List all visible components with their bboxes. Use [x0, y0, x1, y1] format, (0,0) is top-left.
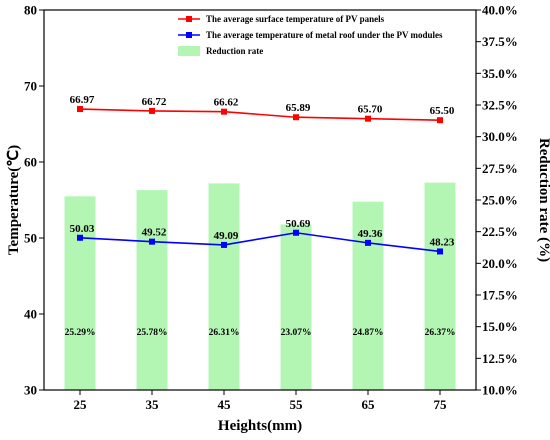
- bar: [352, 201, 384, 390]
- left-tick-label: 30: [24, 383, 37, 398]
- bar-data-label: 26.31%: [209, 328, 240, 338]
- point-data-label: 65.89: [286, 102, 311, 114]
- left-tick-label: 40: [24, 307, 37, 322]
- data-point: [437, 248, 443, 255]
- right-tick-label: 20.0%: [482, 256, 518, 271]
- data-point: [365, 239, 371, 246]
- x-tick-label: 35: [146, 397, 160, 412]
- data-point: [221, 108, 227, 115]
- point-data-label: 66.97: [70, 94, 95, 106]
- data-point: [77, 106, 83, 113]
- left-tick-label: 60: [24, 155, 37, 170]
- right-tick-label: 35.0%: [482, 66, 518, 81]
- ticks: 25 35 45 55 65 75 30 40 50 60 70 80 10.0% 12.5% 15.0% 1…: [24, 3, 518, 413]
- x-axis-title: Heights(mm): [218, 418, 302, 434]
- legend: The average surface temperature of PV pa…: [178, 14, 443, 56]
- point-data-label: 65.50: [430, 105, 455, 117]
- data-point: [293, 114, 299, 121]
- left-axis-title: Temperature(℃): [6, 145, 22, 255]
- point-data-label: 66.62: [214, 97, 239, 109]
- point-data-label: 49.36: [358, 228, 383, 240]
- axes: [43, 9, 477, 391]
- right-tick-label: 10.0%: [482, 383, 518, 398]
- legend-marker: [186, 16, 192, 22]
- bar-data-label: 24.87%: [353, 328, 384, 338]
- x-tick-label: 25: [74, 397, 88, 412]
- point-data-label: 50.03: [70, 223, 95, 235]
- series-line: [79, 108, 441, 121]
- left-tick-label: 70: [24, 79, 37, 94]
- line-series: 66.97 66.72 66.62 65.89 65.70 65.50 50.03 49.52…: [70, 94, 455, 255]
- right-tick-label: 25.0%: [482, 193, 518, 208]
- data-point: [221, 241, 227, 248]
- x-tick-label: 45: [218, 397, 232, 412]
- point-data-label: 66.72: [142, 96, 167, 108]
- right-tick-label: 22.5%: [482, 224, 518, 239]
- right-tick-label: 40.0%: [482, 3, 518, 18]
- right-tick-label: 37.5%: [482, 34, 518, 49]
- x-tick-label: 65: [362, 397, 376, 412]
- data-point: [77, 234, 83, 241]
- x-tick-label: 75: [434, 397, 448, 412]
- legend-marker: [186, 32, 192, 38]
- legend-label: The average temperature of metal roof un…: [206, 30, 443, 40]
- legend-swatch: [178, 46, 200, 56]
- bar: [280, 224, 312, 390]
- bar-data-label: 26.37%: [425, 328, 456, 338]
- point-data-label: 49.09: [214, 230, 239, 242]
- right-tick-label: 15.0%: [482, 319, 518, 334]
- plot-frame: [43, 9, 477, 391]
- point-data-label: 48.23: [430, 236, 455, 248]
- right-tick-label: 17.5%: [482, 288, 518, 303]
- legend-label: Reduction rate: [206, 46, 263, 56]
- data-point: [293, 229, 299, 236]
- bar: [64, 196, 96, 390]
- bar-series: 25.29% 25.78% 26.31% 23.07% 24.87% 26.37%: [64, 182, 456, 390]
- bar-data-label: 23.07%: [281, 328, 312, 338]
- data-point: [365, 115, 371, 122]
- x-tick-label: 55: [290, 397, 304, 412]
- point-data-label: 49.52: [142, 227, 167, 239]
- series-line: [79, 231, 441, 253]
- right-tick-label: 32.5%: [482, 98, 518, 113]
- bar: [136, 190, 168, 390]
- data-point: [437, 117, 443, 124]
- data-point: [149, 238, 155, 245]
- point-data-label: 50.69: [286, 218, 311, 230]
- point-data-label: 65.70: [358, 104, 383, 116]
- left-tick-label: 50: [24, 231, 37, 246]
- bar: [424, 182, 456, 390]
- right-tick-label: 30.0%: [482, 129, 518, 144]
- right-tick-label: 27.5%: [482, 161, 518, 176]
- legend-label: The average surface temperature of PV pa…: [206, 14, 385, 24]
- bar: [208, 183, 240, 390]
- left-tick-label: 80: [24, 3, 37, 18]
- right-tick-label: 12.5%: [482, 351, 518, 366]
- bar-data-label: 25.29%: [65, 328, 96, 338]
- right-axis-title: Reduction rate (%): [536, 138, 550, 262]
- data-point: [149, 107, 155, 114]
- bar-data-label: 25.78%: [137, 328, 168, 338]
